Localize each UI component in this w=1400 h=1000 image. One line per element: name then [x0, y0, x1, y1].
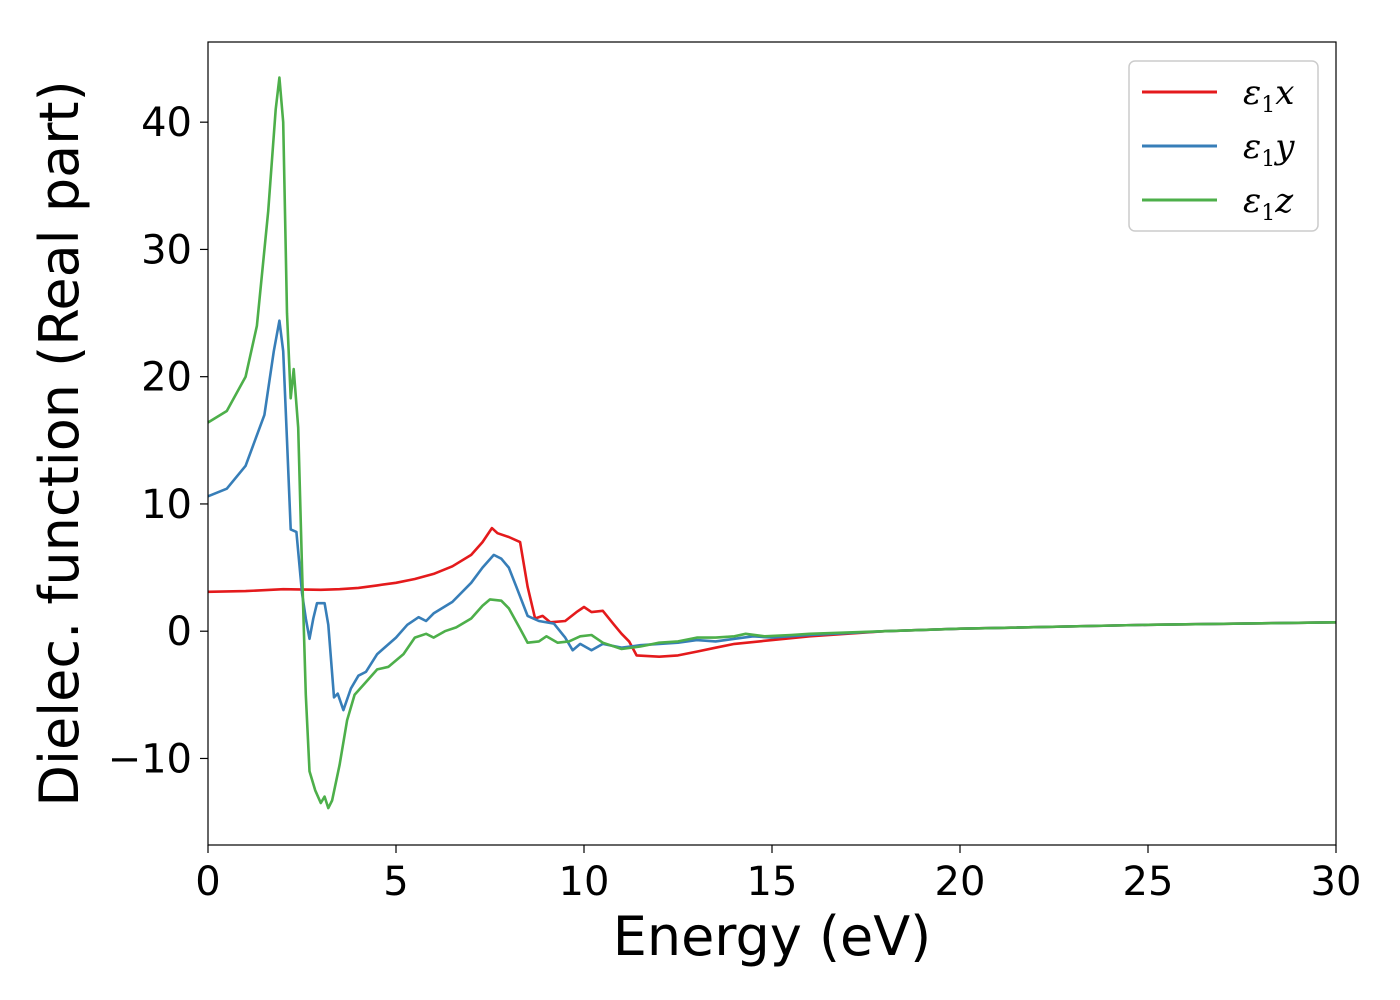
legend-item-y: ε1y	[1142, 127, 1295, 172]
y-tick-label: 30	[141, 227, 192, 273]
x-tick-label: 0	[195, 859, 220, 905]
x-tick-label: 15	[747, 859, 798, 905]
x-tick-label: 25	[1123, 859, 1174, 905]
legend-item-z: ε1z	[1142, 181, 1294, 226]
y-tick-label: 20	[141, 355, 192, 401]
x-tick-label: 5	[383, 859, 408, 905]
x-tick-label: 20	[935, 859, 986, 905]
x-tick-label: 30	[1311, 859, 1362, 905]
x-axis-ticks: 0 5 10 15 20 25 30	[195, 845, 1361, 905]
legend-label: ε1z	[1243, 181, 1294, 226]
series-line-y	[207, 319, 1337, 712]
y-tick-label: 10	[141, 482, 192, 528]
legend-label: ε1x	[1243, 73, 1294, 118]
y-tick-label: 0	[167, 609, 192, 655]
y-tick-label: 40	[141, 100, 192, 146]
legend-box	[1128, 60, 1319, 232]
series-line-z	[207, 76, 1337, 810]
series-lines	[207, 76, 1337, 810]
y-axis-ticks: −10 0 10 20 30 40	[108, 100, 208, 782]
x-axis-label: Energy (eV)	[613, 905, 932, 968]
x-tick-label: 10	[559, 859, 610, 905]
y-axis-label: Dielec. function (Real part)	[28, 80, 91, 806]
legend: ε1x ε1y ε1z	[1128, 60, 1319, 232]
y-tick-label: −10	[108, 736, 192, 782]
legend-item-x: ε1x	[1142, 73, 1294, 118]
legend-label: ε1y	[1243, 127, 1295, 172]
